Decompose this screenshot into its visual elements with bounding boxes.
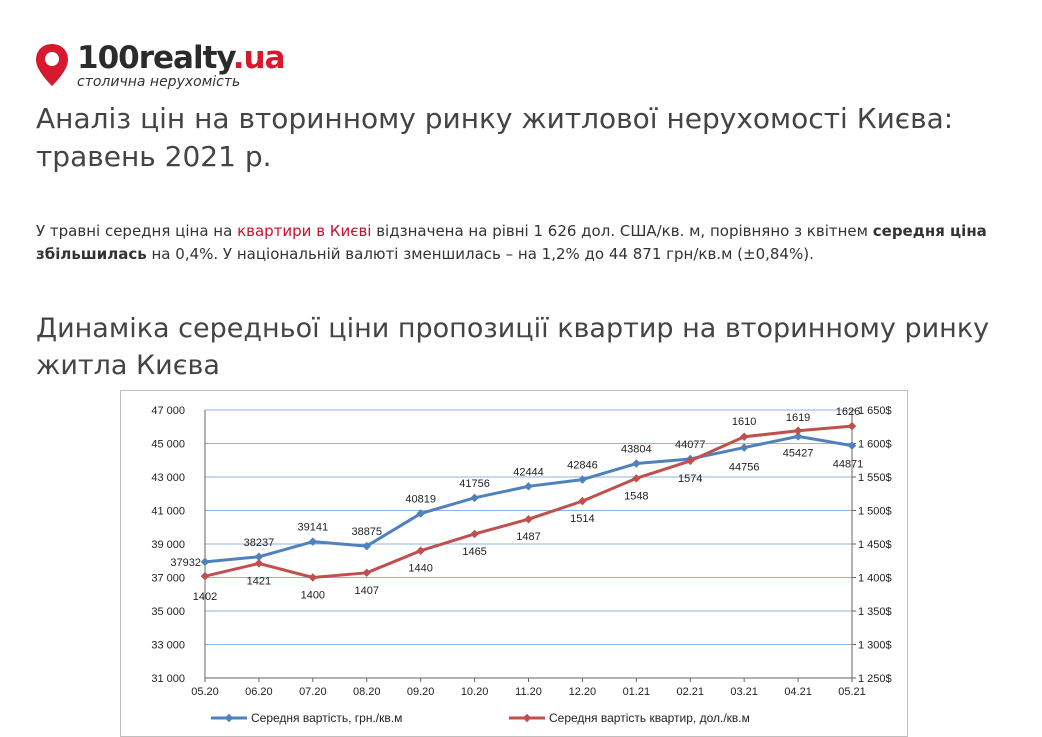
usd-data-label: 1574: [678, 473, 702, 485]
uah-price-point: [200, 557, 210, 567]
usd-data-label: 1548: [624, 490, 648, 502]
usd-data-label: 1407: [355, 585, 379, 597]
usd-price-point: [254, 559, 264, 568]
uah-price-point: [362, 541, 371, 551]
y-right-tick-label: 1 450$: [858, 539, 892, 551]
uah-price-point: [416, 509, 425, 518]
x-tick-label: 02.21: [676, 686, 704, 698]
y-left-tick-label: 39 000: [151, 539, 185, 551]
y-right-tick-label: 1 300$: [858, 640, 892, 652]
x-tick-label: 11.20: [515, 686, 542, 698]
uah-price-point: [578, 475, 587, 484]
page-title: Аналіз цін на вторинному ринку житлової …: [36, 102, 954, 173]
uah-data-label: 42444: [513, 466, 544, 478]
site-logo[interactable]: 100realty.ua столична нерухомість: [34, 40, 294, 92]
y-right-tick-label: 1 350$: [858, 606, 892, 618]
x-tick-label: 05.21: [838, 686, 866, 698]
uah-price-point: [470, 493, 479, 503]
intro-text-2: відзначена на рівні 1 626 дол. США/кв. м…: [371, 222, 873, 240]
uah-price-point: [308, 537, 318, 546]
uah-data-label: 41756: [459, 478, 490, 490]
x-tick-label: 06.20: [245, 686, 273, 698]
uah-price-point: [524, 482, 533, 491]
usd-data-label: 1610: [732, 416, 756, 428]
intro-bold-text: середня ціна збільшилась: [36, 222, 987, 263]
x-tick-label: 12.20: [569, 686, 597, 698]
price-dynamics-chart: 31 000 33 000 35 000 37 000 39 000 41 000 43 0…: [120, 390, 908, 737]
intro-text-1: У травні середня ціна на: [36, 222, 238, 240]
usd-price-point: [470, 529, 479, 539]
x-tick-label: 01.21: [623, 686, 651, 698]
y-left-tick-label: 35 000: [151, 606, 185, 618]
uah-data-label: 37932: [170, 557, 201, 569]
usd-data-label: 1514: [570, 513, 594, 525]
uah-data-label: 42846: [567, 460, 598, 472]
kyiv-apartments-link[interactable]: квартири в Києві: [237, 222, 372, 240]
y-left-tick-label: 47 000: [151, 405, 185, 417]
map-pin-icon: [36, 44, 68, 86]
uah-price-point: [847, 441, 857, 450]
usd-price-point: [632, 474, 641, 483]
usd-data-label: 1421: [247, 575, 271, 587]
y-right-tick-label: 1 600$: [858, 439, 892, 451]
usd-data-label: 1402: [193, 591, 217, 603]
usd-price-point: [200, 571, 210, 581]
usd-price-point: [308, 573, 318, 582]
usd-price-line: [204, 424, 853, 579]
uah-price-point: [632, 459, 641, 468]
usd-data-label: 1619: [786, 412, 810, 424]
legend-marker: [224, 713, 234, 723]
x-tick-label: 10.20: [461, 686, 489, 698]
uah-data-label: 43804: [621, 444, 652, 456]
usd-price-point: [524, 514, 533, 524]
uah-data-label: 44077: [675, 439, 706, 451]
uah-data-label: 40819: [405, 494, 436, 506]
usd-price-point: [578, 496, 587, 506]
y-right-tick-label: 1 400$: [858, 573, 892, 585]
x-tick-label: 09.20: [407, 686, 435, 698]
logo-tagline: столична нерухомість: [77, 74, 241, 90]
uah-data-label: 38875: [351, 526, 382, 538]
uah-price-point: [254, 552, 264, 562]
legend-marker: [522, 713, 532, 723]
intro-paragraph: У травні середня ціна на квартири в Києв…: [36, 220, 996, 266]
y-right-tick-label: 1 250$: [858, 673, 892, 685]
legend-label: Середня вартість, грн./кв.м: [251, 711, 402, 725]
uah-data-label: 38237: [244, 537, 275, 549]
y-left-tick-label: 33 000: [151, 640, 185, 652]
y-right-tick-label: 1 550$: [858, 472, 892, 484]
y-left-tick-label: 41 000: [151, 506, 185, 518]
usd-data-label: 1400: [301, 590, 325, 602]
usd-price-point: [847, 421, 857, 431]
usd-data-label: 1487: [516, 531, 540, 543]
y-right-tick-label: 1 650$: [858, 405, 892, 417]
usd-data-label: 1626: [836, 406, 860, 418]
usd-data-label: 1440: [408, 563, 432, 575]
y-left-tick-label: 37 000: [151, 573, 185, 585]
x-tick-label: 07.20: [299, 686, 327, 698]
x-tick-label: 08.20: [353, 686, 381, 698]
logo-wordmark: 100realty.ua: [77, 40, 286, 76]
x-tick-label: 03.21: [730, 686, 758, 698]
chart-svg: 31 000 33 000 35 000 37 000 39 000 41 000 43 0…: [151, 405, 892, 725]
y-left-tick-label: 45 000: [151, 439, 185, 451]
y-left-tick-label: 31 000: [151, 673, 185, 685]
x-tick-label: 05.20: [191, 686, 219, 698]
section-title: Динаміка середньої ціни пропозиції кварт…: [36, 313, 990, 381]
intro-text-3: на 0,4%. У національній валюті зменшилас…: [146, 245, 814, 263]
legend-label: Середня вартість квартир, дол./кв.м: [549, 711, 750, 725]
usd-data-label: 1465: [462, 546, 486, 558]
x-tick-label: 04.21: [784, 686, 812, 698]
usd-price-point: [362, 568, 371, 578]
usd-price-point: [793, 426, 803, 436]
y-left-tick-label: 43 000: [151, 472, 185, 484]
uah-data-label: 39141: [298, 522, 329, 534]
uah-data-label: 44871: [833, 459, 864, 471]
uah-data-label: 44756: [729, 462, 760, 474]
uah-data-label: 45427: [783, 447, 814, 459]
usd-price-point: [416, 546, 425, 555]
y-right-tick-label: 1 500$: [858, 506, 892, 518]
uah-price-point: [739, 443, 749, 452]
